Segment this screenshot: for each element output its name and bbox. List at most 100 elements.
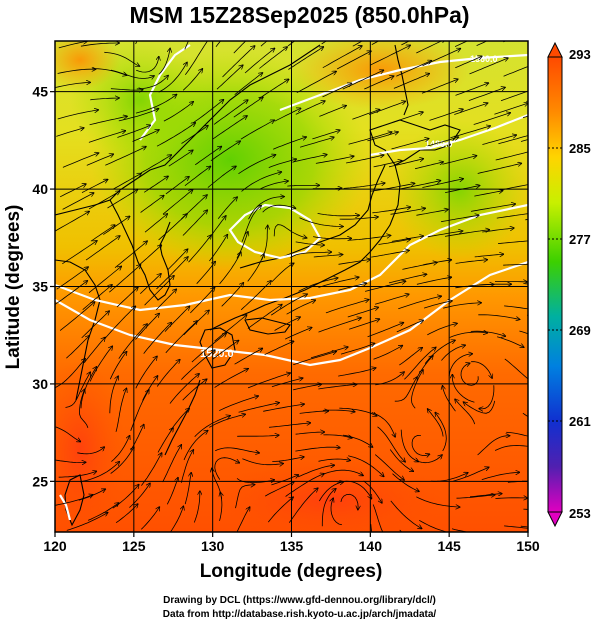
streamline [469,494,502,498]
streamline [107,190,138,209]
streamline [210,141,240,162]
streamline [110,89,143,90]
streamline [219,396,258,411]
streamline [473,533,508,538]
streamline [144,276,174,306]
streamline [188,235,212,263]
streamline [234,348,263,365]
streamline [398,296,441,310]
streamline [222,46,255,78]
streamline [242,458,283,465]
streamline [373,161,402,168]
streamline [370,524,373,532]
streamline [135,41,138,45]
streamline [192,100,224,124]
streamline [392,112,423,123]
streamline [340,343,375,355]
streamline [270,294,307,316]
streamline [342,70,384,90]
streamline [322,83,352,98]
streamline [143,176,168,193]
streamline [215,41,222,48]
streamline [140,155,171,174]
streamline [391,139,429,150]
colorbar-top-arrow [547,41,563,58]
streamline [144,214,167,233]
streamline [143,323,172,354]
streamline [519,330,528,335]
x-tick-label: 125 [122,538,146,554]
contour-line [369,113,528,157]
streamline [481,472,520,480]
streamline [168,150,193,167]
streamline [400,429,418,462]
colorbar-tick-label: 261 [569,414,591,429]
colorbar-scale [547,56,563,513]
streamline [474,191,502,197]
streamline [55,211,89,232]
streamline [90,225,115,242]
streamline [240,281,271,311]
streamline [393,74,429,89]
streamline [363,480,382,503]
streamline [348,455,384,477]
streamline [522,412,528,418]
streamline [338,259,371,265]
streamline [110,447,134,474]
streamline [111,436,129,462]
streamline [299,137,334,148]
streamline [322,410,355,412]
streamline [162,445,182,483]
streamline [244,48,275,74]
streamline [504,305,528,310]
streamline [181,126,209,144]
streamline [273,224,306,238]
streamline [116,287,138,308]
streamline [110,69,154,78]
streamline [182,210,207,236]
map-title: MSM 15Z28Sep2025 (850.0hPa) [129,2,470,28]
streamline [347,307,379,318]
streamline [338,368,376,377]
streamline [170,409,190,431]
streamline [506,431,528,437]
streamline [315,156,354,164]
colorbar-tick-label: 269 [569,323,591,338]
streamline [241,172,282,192]
streamline [504,525,528,529]
streamline [115,388,127,432]
streamline [193,491,200,523]
streamline [77,447,104,455]
streamline [156,360,180,387]
streamline [237,435,279,436]
streamline [464,400,496,414]
streamline [167,249,188,271]
streamline [163,102,193,122]
streamline [496,336,524,348]
streamline [427,323,457,336]
streamline [84,338,105,363]
streamline [422,179,463,188]
streamline [88,131,126,143]
x-tick-label: 140 [359,538,383,554]
streamline [340,493,358,509]
drawing-credit: Drawing by DCL (https://www.gfd-dennou.o… [163,595,436,606]
streamline [503,41,507,43]
streamline [109,265,140,293]
streamline [482,135,516,145]
streamline [415,356,433,380]
contour-line [59,494,72,521]
streamline [477,163,522,174]
contour-label: 1520.0 [200,348,234,360]
streamline [373,346,403,360]
streamline [441,345,465,361]
streamline [165,321,197,354]
streamline [248,197,285,220]
streamline [369,101,405,115]
streamline [55,359,86,389]
streamline [415,162,443,170]
streamline [497,240,528,244]
streamline [273,137,306,150]
streamline [89,346,112,382]
streamline [292,155,326,163]
